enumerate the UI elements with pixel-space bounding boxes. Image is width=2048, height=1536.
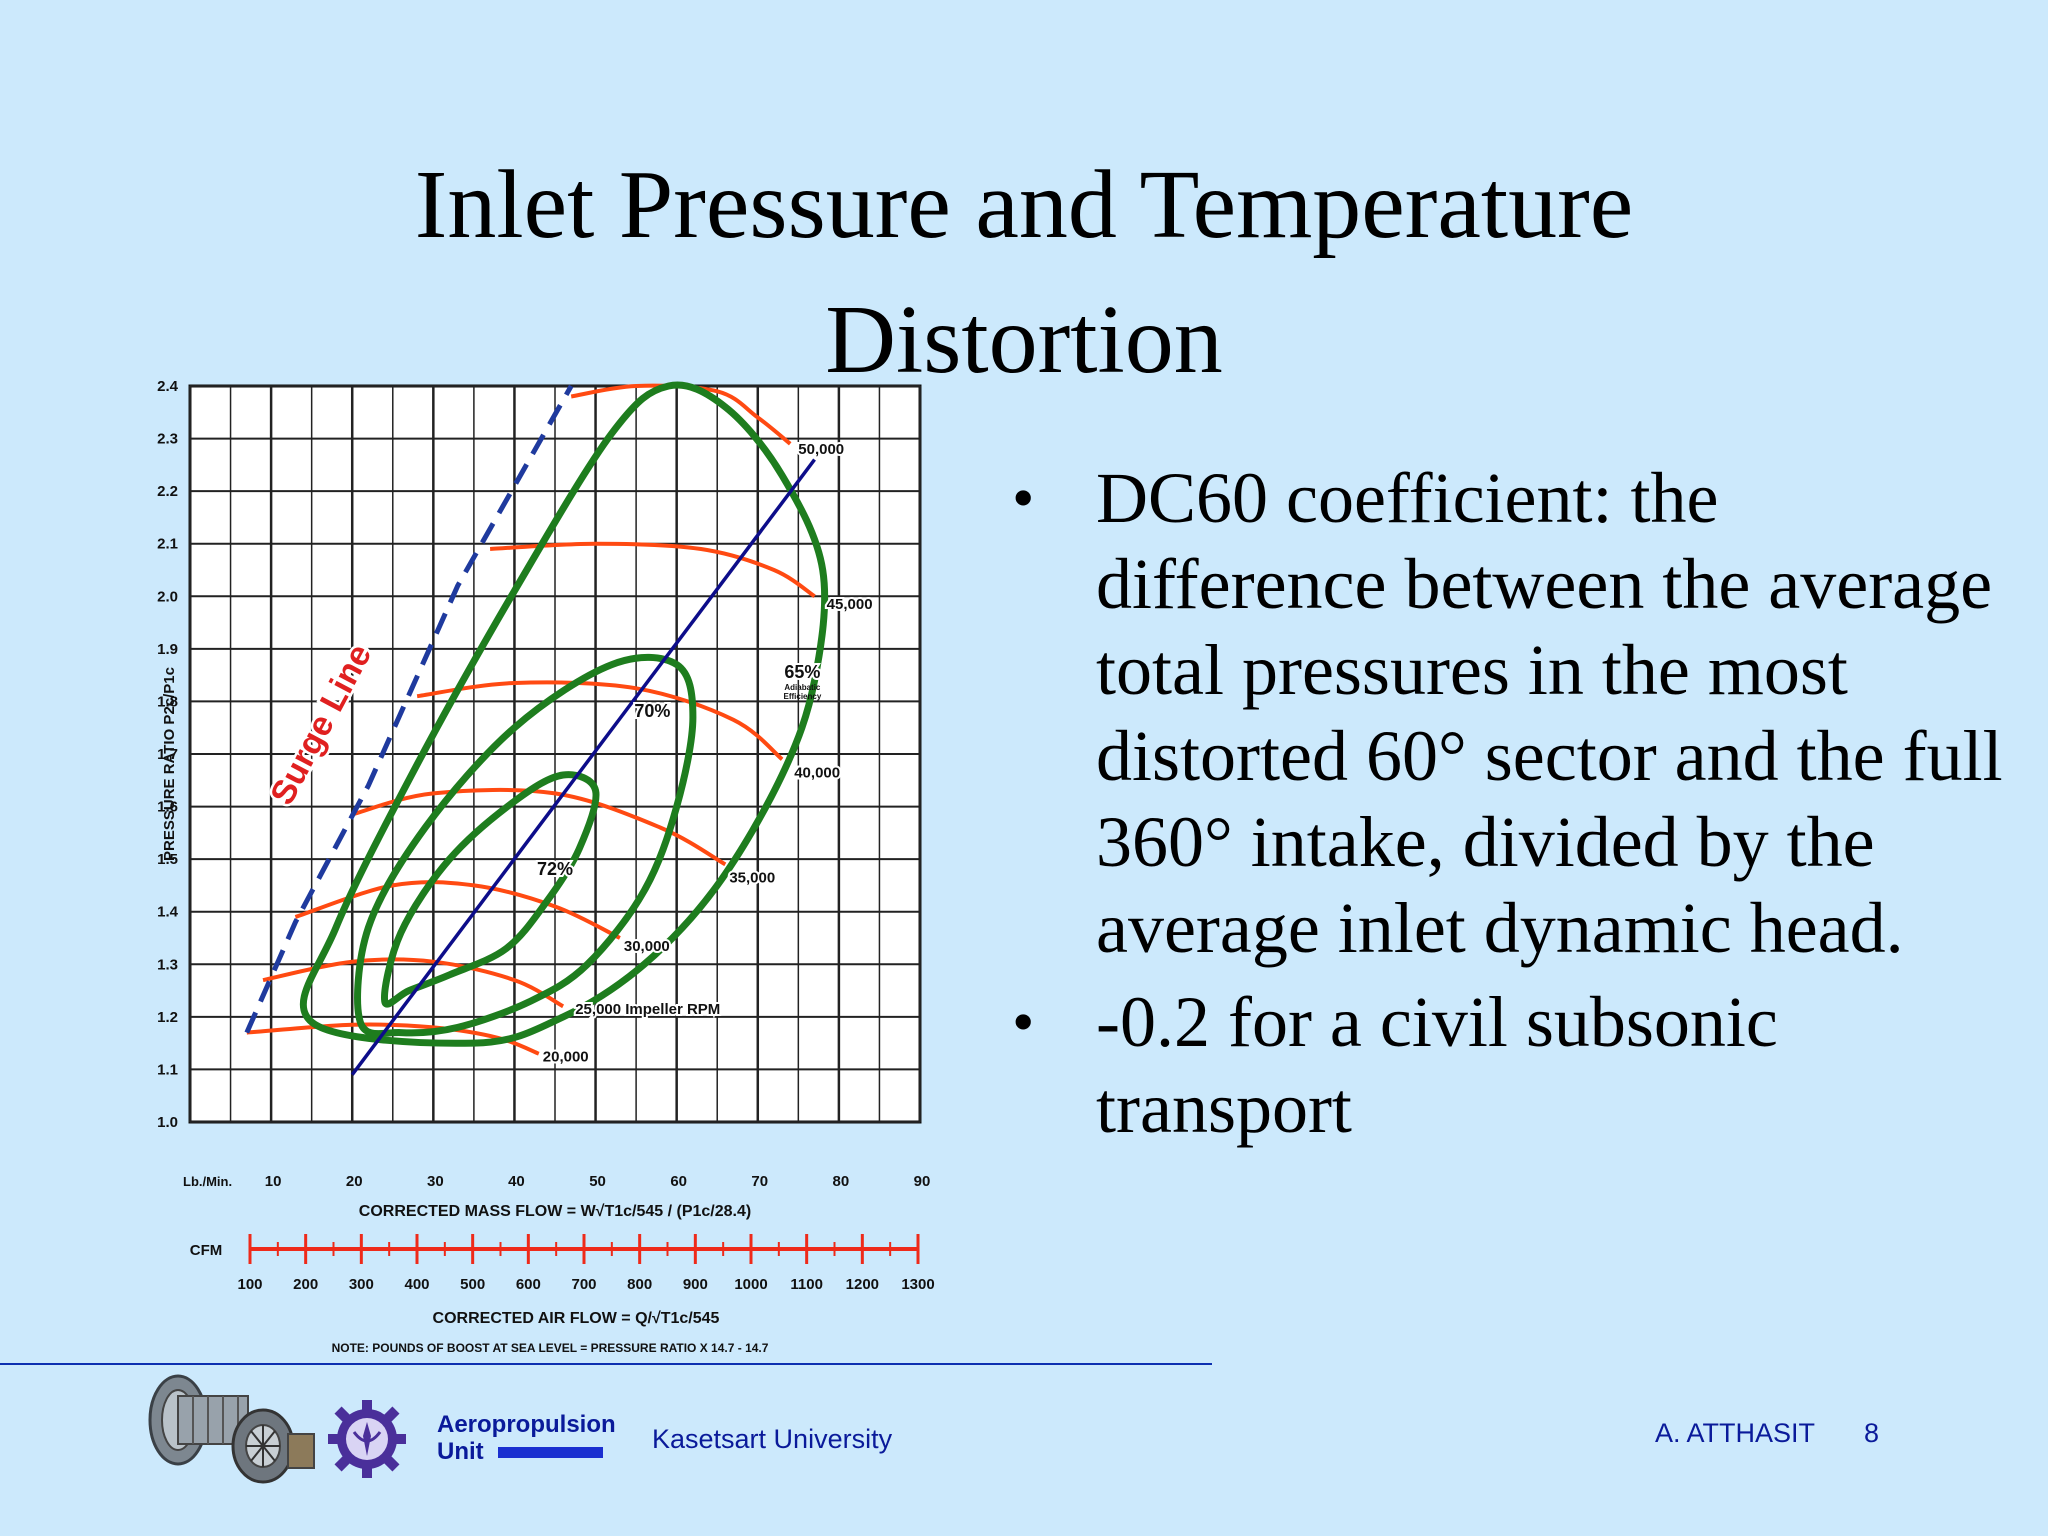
cfm-tick-label: 100 <box>237 1276 262 1293</box>
x-tick-label: 50 <box>589 1173 606 1190</box>
rpm-line-label: 35,000 <box>729 870 775 887</box>
chart-note: NOTE: POUNDS OF BOOST AT SEA LEVEL = PRE… <box>332 1341 769 1355</box>
y-tick-label: 2.1 <box>157 536 178 553</box>
y-tick-label: 2.4 <box>157 378 179 395</box>
turbofan-engine-logo <box>148 1374 315 1484</box>
cfm-tick-label: 1300 <box>901 1276 934 1293</box>
unit-underline-bar <box>497 1447 603 1459</box>
efficiency-sublabel: Efficiency <box>783 692 821 701</box>
efficiency-label: 72% <box>537 859 573 879</box>
unit-name-line-2: Unit <box>437 1438 484 1465</box>
y-tick-label: 1.7 <box>157 746 178 763</box>
y-tick-label: 1.5 <box>157 851 178 868</box>
operating-line <box>350 458 816 1076</box>
rpm-line <box>570 383 792 446</box>
y-axis-label: PRESSURE RATIO P2c/P1c <box>161 667 178 861</box>
rpm-line-label: 30,000 <box>624 938 670 955</box>
surge-line <box>244 384 574 1034</box>
rpm-line-label: 20,000 <box>543 1048 589 1065</box>
gear-emblem-logo <box>328 1400 406 1478</box>
author-name: A. ATTHASIT <box>1655 1418 1816 1448</box>
y-tick-label: 1.3 <box>157 956 178 973</box>
y-tick-label: 1.0 <box>157 1114 178 1131</box>
rpm-line <box>416 680 784 761</box>
bullet-item: DC60 coefficient: the difference between… <box>1010 455 2020 971</box>
cfm-tick-label: 1000 <box>734 1276 767 1293</box>
y-tick-label: 1.2 <box>157 1009 178 1026</box>
y-tick-label: 1.9 <box>157 641 178 658</box>
unit-name-line-1: Aeropropulsion <box>437 1411 616 1438</box>
y-tick-label: 2.3 <box>157 431 178 448</box>
aeropropulsion-unit-label: Aeropropulsion Unit <box>437 1411 616 1465</box>
cfm-tick-label: 600 <box>516 1276 541 1293</box>
efficiency-label: 65% <box>784 662 820 682</box>
cfm-tick-label: 900 <box>683 1276 708 1293</box>
y-tick-label: 1.6 <box>157 799 178 816</box>
cfm-tick-label: 800 <box>627 1276 652 1293</box>
bullet-list: DC60 coefficient: the difference between… <box>1010 455 2020 1159</box>
y-tick-label: 2.0 <box>157 588 178 605</box>
page-number: 8 <box>1864 1418 1880 1448</box>
y-tick-label: 1.8 <box>157 693 178 710</box>
x-tick-label: 80 <box>833 1173 850 1190</box>
x-unit-label: Lb./Min. <box>183 1174 232 1189</box>
rpm-line-label: 25,000 Impeller RPM <box>575 1001 720 1018</box>
x-tick-label: 40 <box>508 1173 525 1190</box>
x-tick-label: 10 <box>265 1173 282 1190</box>
efficiency-island <box>354 653 697 1038</box>
slide-title-line-1: Inlet Pressure and Temperature <box>414 151 1634 259</box>
efficiency-sublabel: Adiabatic <box>784 683 821 692</box>
efficiency-island <box>299 381 829 1047</box>
university-name: Kasetsart University <box>652 1424 893 1454</box>
cfm-tick-label: 1100 <box>790 1276 823 1293</box>
x-tick-label: 20 <box>346 1173 363 1190</box>
cfm-tick-label: 300 <box>349 1276 374 1293</box>
efficiency-label: 70% <box>634 701 670 721</box>
x-axis-label: CORRECTED MASS FLOW = W√T1c/545 / (P1c/2… <box>359 1203 751 1220</box>
cfm-axis-label: CORRECTED AIR FLOW = Q/√T1c/545 <box>433 1310 720 1327</box>
rpm-line <box>351 787 727 867</box>
bullet-item: -0.2 for a civil subsonic transport <box>1010 979 2020 1151</box>
x-tick-label: 90 <box>914 1173 931 1190</box>
footer-divider <box>0 1363 1212 1365</box>
rpm-line-label: 45,000 <box>827 596 873 613</box>
cfm-unit-label: CFM <box>190 1242 223 1259</box>
y-tick-label: 2.2 <box>157 483 178 500</box>
cfm-tick-label: 200 <box>293 1276 318 1293</box>
cfm-tick-label: 700 <box>571 1276 596 1293</box>
cfm-tick-label: 1200 <box>846 1276 879 1293</box>
y-tick-label: 1.1 <box>157 1061 178 1078</box>
x-tick-label: 70 <box>751 1173 768 1190</box>
slide-title: Inlet Pressure and Temperature Distortio… <box>0 138 2048 408</box>
efficiency-island <box>381 771 600 1008</box>
rpm-line <box>489 541 816 598</box>
x-tick-label: 60 <box>670 1173 687 1190</box>
x-tick-label: 30 <box>427 1173 444 1190</box>
rpm-line <box>294 880 621 940</box>
y-tick-label: 1.4 <box>157 904 179 921</box>
rpm-line-label: 50,000 <box>798 441 844 458</box>
rpm-line-label: 40,000 <box>794 764 840 781</box>
slide-title-line-2: Distortion <box>825 286 1223 394</box>
cfm-tick-label: 500 <box>460 1276 485 1293</box>
cfm-tick-label: 400 <box>404 1276 429 1293</box>
